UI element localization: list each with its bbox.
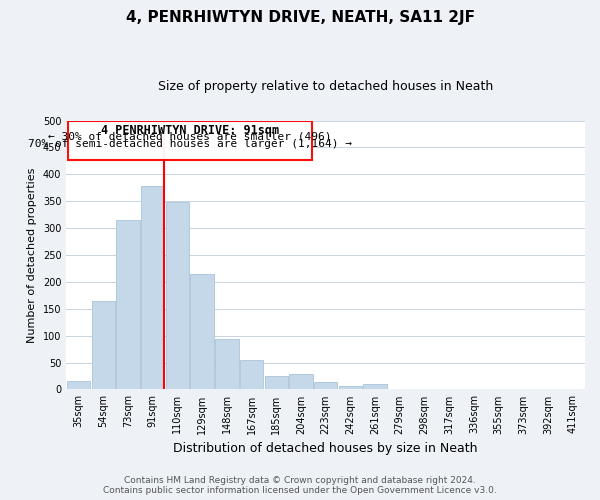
- Text: ← 30% of detached houses are smaller (496): ← 30% of detached houses are smaller (49…: [48, 132, 332, 142]
- Bar: [240, 360, 263, 390]
- Bar: [314, 382, 337, 390]
- X-axis label: Distribution of detached houses by size in Neath: Distribution of detached houses by size …: [173, 442, 478, 455]
- Text: 4 PENRHIWTYN DRIVE: 91sqm: 4 PENRHIWTYN DRIVE: 91sqm: [101, 124, 279, 138]
- Text: 70% of semi-detached houses are larger (1,164) →: 70% of semi-detached houses are larger (…: [28, 140, 352, 149]
- Bar: [141, 186, 164, 390]
- Text: 4, PENRHIWTYN DRIVE, NEATH, SA11 2JF: 4, PENRHIWTYN DRIVE, NEATH, SA11 2JF: [125, 10, 475, 25]
- Bar: [413, 389, 436, 390]
- Bar: [215, 340, 239, 390]
- Bar: [265, 376, 288, 390]
- Bar: [289, 374, 313, 390]
- Bar: [166, 202, 189, 390]
- Bar: [338, 386, 362, 390]
- Title: Size of property relative to detached houses in Neath: Size of property relative to detached ho…: [158, 80, 493, 93]
- Y-axis label: Number of detached properties: Number of detached properties: [27, 168, 37, 342]
- Text: Contains HM Land Registry data © Crown copyright and database right 2024.
Contai: Contains HM Land Registry data © Crown c…: [103, 476, 497, 495]
- Bar: [92, 301, 115, 390]
- Bar: [190, 274, 214, 390]
- Bar: [116, 220, 140, 390]
- Bar: [68, 120, 312, 160]
- Bar: [67, 381, 91, 390]
- Bar: [364, 384, 387, 390]
